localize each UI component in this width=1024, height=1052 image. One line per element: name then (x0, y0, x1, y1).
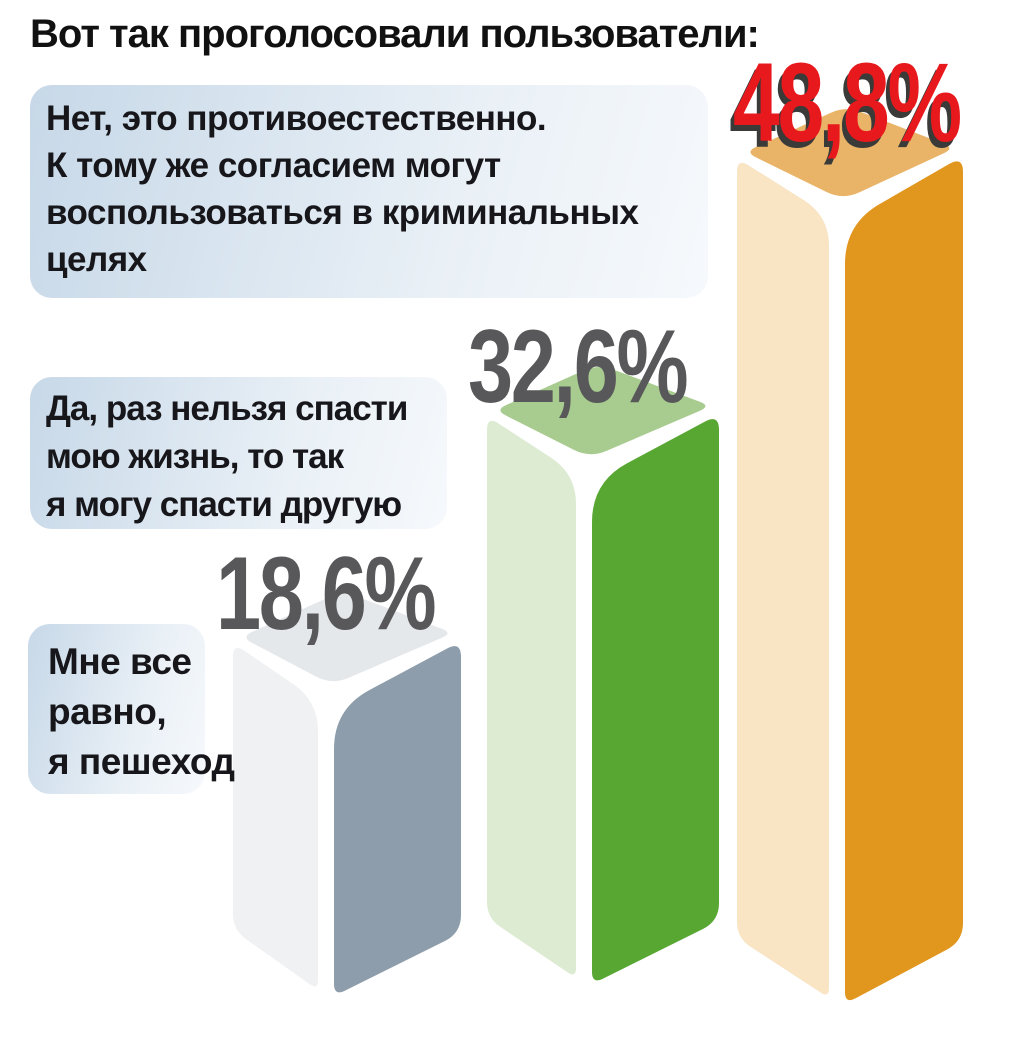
percentage-value-no: 48,8% (733, 40, 962, 165)
bar-yes-top-face (500, 367, 706, 455)
bar-indifferent-top-face (246, 594, 448, 682)
bar-no-top-face (750, 109, 950, 197)
bar-yes-left-face (487, 420, 576, 975)
bar-indifferent-right-face (334, 646, 461, 993)
bar-no-left-face (737, 162, 829, 995)
bar-no-right-face (845, 161, 963, 1001)
answer-label-no: Нет, это противоестественно. К тому же с… (30, 85, 708, 298)
answer-label-indifferent: Мне все равно, я пешеход (28, 624, 235, 794)
bar-indifferent-left-face (233, 648, 318, 987)
page-title: Вот так проголосовали пользователи: (30, 12, 760, 56)
percentage-value-indifferent: 18,6% (216, 536, 437, 652)
percentage-value-yes: 32,6% (468, 309, 689, 425)
bar-yes-right-face (592, 419, 719, 981)
answer-label-yes: Да, раз нельзя спасти мою жизнь, то так … (30, 377, 447, 529)
